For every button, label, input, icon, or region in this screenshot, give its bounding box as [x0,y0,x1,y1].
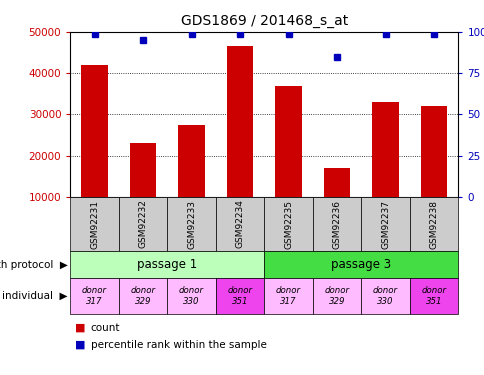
Bar [81,65,107,197]
Text: GSM92237: GSM92237 [380,200,389,249]
Text: GSM92234: GSM92234 [235,200,244,249]
Text: donor
351: donor 351 [421,286,446,306]
Text: donor
329: donor 329 [130,286,155,306]
Text: donor
317: donor 317 [82,286,107,306]
Bar [226,46,253,197]
Text: individual  ▶: individual ▶ [2,291,68,301]
Text: GSM92235: GSM92235 [284,200,292,249]
Title: GDS1869 / 201468_s_at: GDS1869 / 201468_s_at [181,14,347,28]
Text: growth protocol  ▶: growth protocol ▶ [0,260,68,270]
Bar [420,106,446,197]
Bar [129,143,156,197]
Text: donor
329: donor 329 [324,286,349,306]
Bar [274,86,301,197]
Text: donor
317: donor 317 [275,286,301,306]
Bar [323,168,349,197]
Text: donor
351: donor 351 [227,286,252,306]
Text: GSM92236: GSM92236 [332,200,341,249]
Text: GSM92232: GSM92232 [138,200,147,249]
Text: ■: ■ [75,340,86,350]
Text: GSM92233: GSM92233 [187,200,196,249]
Text: passage 3: passage 3 [331,258,391,271]
Bar [178,124,204,197]
Text: count: count [91,323,120,333]
Text: donor
330: donor 330 [179,286,204,306]
Text: ■: ■ [75,323,86,333]
Text: passage 1: passage 1 [137,258,197,271]
Text: GSM92231: GSM92231 [90,200,99,249]
Text: GSM92238: GSM92238 [429,200,438,249]
Text: percentile rank within the sample: percentile rank within the sample [91,340,266,350]
Text: donor
330: donor 330 [372,286,397,306]
Bar [372,102,398,197]
